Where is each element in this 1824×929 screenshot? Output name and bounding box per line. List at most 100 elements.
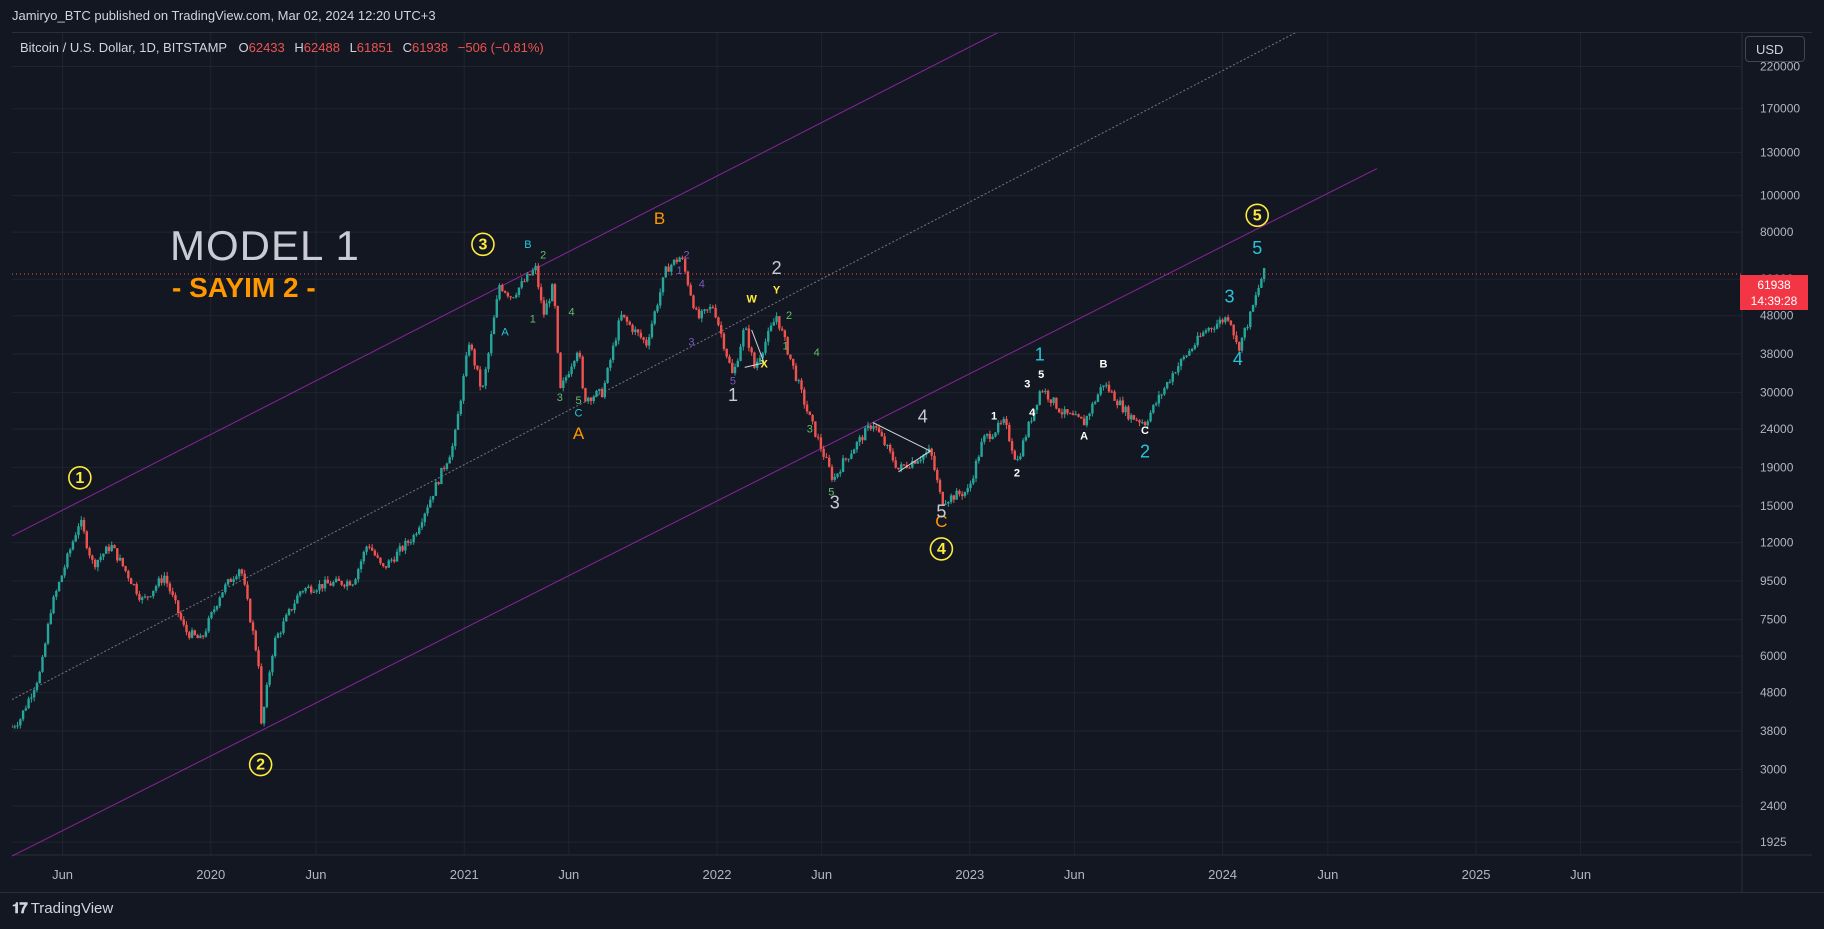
y-tick-label: 30000: [1760, 386, 1794, 400]
candle-body: [276, 633, 280, 638]
candle-body: [257, 650, 260, 667]
candle-body: [107, 546, 111, 552]
candle-body: [165, 575, 169, 584]
candle-body: [958, 490, 961, 495]
candle-body: [1113, 391, 1116, 401]
wave-circle: [68, 465, 92, 490]
y-tick-label: 15000: [1760, 499, 1794, 513]
candle-body: [667, 266, 670, 272]
candle-body: [811, 414, 814, 422]
candle-body: [462, 376, 465, 401]
candle-body: [398, 546, 402, 552]
candle-body: [201, 635, 205, 637]
candle-body: [1177, 366, 1180, 373]
wave-label: 3: [557, 392, 563, 404]
candle-body: [581, 356, 584, 389]
candle-body: [625, 316, 629, 322]
candle-body: [733, 366, 737, 374]
candle-body: [1016, 459, 1019, 461]
candle-body: [545, 303, 548, 315]
candle-body: [526, 274, 529, 282]
wave-circle: [248, 752, 273, 777]
wave-label: 3: [478, 236, 487, 253]
candle-body: [429, 499, 432, 508]
triangle-drawing-2: [744, 329, 765, 368]
candle-body: [168, 583, 172, 592]
candle-body: [1127, 406, 1130, 420]
candle-body: [891, 451, 895, 461]
candle-body: [769, 325, 773, 331]
candle-body: [589, 397, 593, 401]
candle-body: [218, 597, 221, 606]
wave-label: 3: [1024, 378, 1030, 390]
price-chart[interactable]: 1925 2400 3000 3800 4800 6000 7500 9500 12000 150…: [12, 33, 1812, 893]
candle-body: [706, 309, 709, 311]
last-price-tag: 61938 14:39:28: [1740, 275, 1808, 310]
candle-body: [207, 618, 210, 632]
wave-label: 5: [828, 487, 834, 499]
candle-body: [609, 360, 612, 368]
candle-body: [1154, 403, 1158, 405]
candle-body: [877, 427, 881, 433]
candle-body: [1232, 324, 1235, 336]
candle-body: [941, 491, 944, 505]
candle-body: [717, 317, 720, 326]
change-value: −506 (−0.81%): [457, 40, 544, 55]
candle-body: [888, 445, 892, 452]
candle-body: [423, 513, 426, 523]
candle-body: [553, 284, 557, 306]
candle-body: [1135, 419, 1138, 421]
candle-body: [639, 332, 643, 338]
candle-body: [797, 380, 800, 382]
wave-label: W: [746, 294, 757, 306]
candle-body: [636, 329, 640, 333]
candle-body: [1049, 399, 1053, 404]
candle-body: [465, 355, 468, 377]
high-label: H: [294, 40, 304, 55]
candle-body: [204, 631, 208, 637]
currency-button[interactable]: USD: [1745, 36, 1805, 62]
candle-body: [315, 590, 318, 592]
candle-body: [345, 581, 349, 587]
candle-body: [1124, 406, 1127, 413]
wave-label: 2: [256, 757, 265, 774]
low-label: L: [349, 40, 357, 55]
candle-body: [664, 266, 667, 278]
candle-body: [221, 592, 224, 598]
candle-body: [329, 583, 332, 586]
candle-body: [600, 389, 604, 398]
chart-area[interactable]: 1925 2400 3000 3800 4800 6000 7500 9500 12000 150…: [12, 32, 1812, 893]
tradingview-brand[interactable]: 𝟏𝟕 TradingView: [12, 900, 113, 917]
candle-body: [564, 377, 568, 381]
wave-label: 1: [991, 410, 997, 422]
candle-body: [376, 555, 379, 558]
wave-label: 2: [772, 258, 782, 278]
candle-body: [1132, 415, 1136, 420]
candle-body: [520, 281, 523, 288]
candle-body: [523, 281, 526, 283]
candle-body: [1080, 416, 1083, 419]
candle-body: [420, 522, 424, 528]
candle-body: [24, 708, 28, 711]
candle-body: [467, 344, 471, 356]
candle-body: [373, 550, 377, 556]
candle-body: [104, 546, 108, 554]
candle-body: [1201, 332, 1205, 337]
wave-label: C: [1141, 425, 1149, 437]
candle-body: [49, 613, 52, 624]
candle-body: [323, 579, 327, 589]
candle-body: [1240, 337, 1244, 351]
candle-body: [1082, 418, 1086, 426]
candle-body: [298, 591, 302, 596]
y-tick-label: 38000: [1760, 347, 1794, 361]
candle-body: [12, 726, 14, 728]
candle-body: [99, 556, 102, 560]
wave-label: 2: [1140, 441, 1150, 461]
candle-body: [409, 542, 413, 544]
candle-body: [498, 285, 501, 300]
y-tick-label: 170000: [1760, 102, 1800, 116]
candle-body: [1229, 320, 1233, 325]
candle-body: [27, 698, 30, 709]
symbol-name: Bitcoin / U.S. Dollar, 1D, BITSTAMP: [20, 40, 227, 55]
candle-body: [1182, 356, 1186, 360]
